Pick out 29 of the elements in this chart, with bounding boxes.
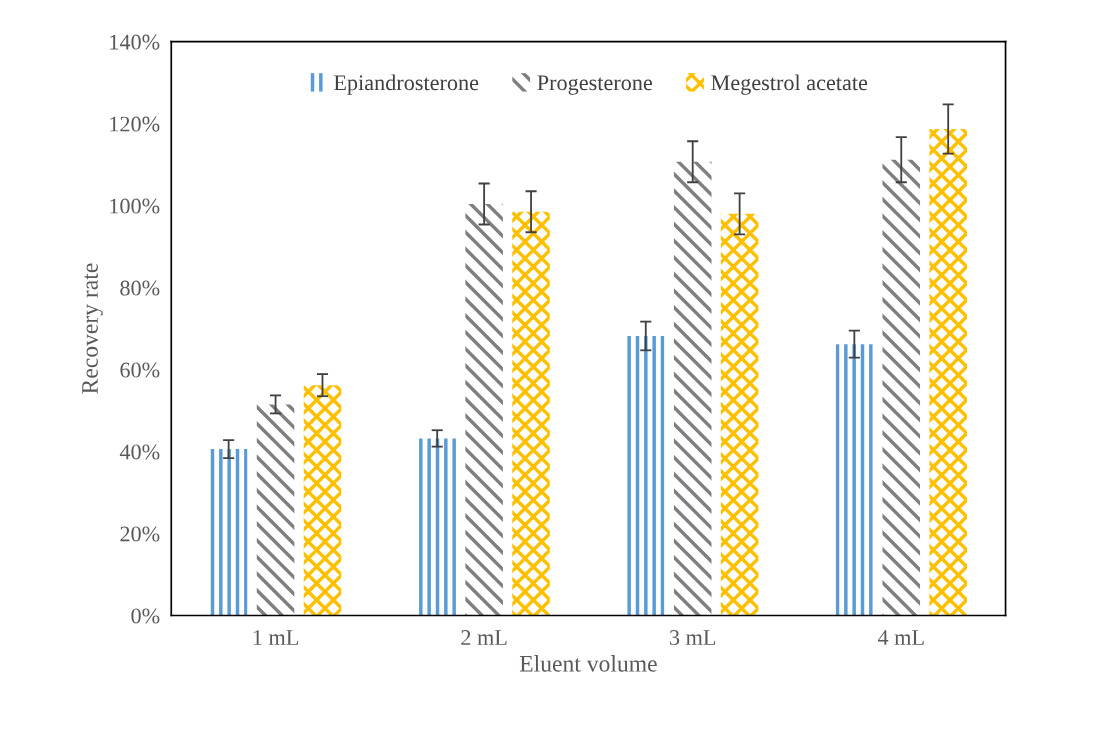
bar [627, 335, 665, 616]
y-tick-label: 100% [110, 198, 160, 214]
legend-label: Megestrol acetate [711, 74, 868, 95]
y-tick-label: 120% [110, 116, 160, 132]
y-tick-label: 80% [120, 280, 160, 296]
y-tick-label: 60% [120, 362, 160, 378]
y-tick-label: 140% [110, 34, 160, 50]
bar [929, 128, 967, 616]
x-tick-label: 3 mL [670, 630, 716, 646]
y-tick-label: 20% [120, 526, 160, 542]
y-tick-label: 0% [131, 608, 160, 624]
bar [418, 438, 456, 616]
bar [512, 211, 550, 616]
x-tick-label: 4 mL [877, 630, 924, 645]
bar [882, 159, 921, 616]
bar [209, 449, 248, 616]
y-tick-label: 40% [119, 444, 160, 460]
bar [673, 161, 712, 616]
legend-label: Epiandrosterone [334, 74, 479, 95]
bar [256, 404, 295, 616]
x-tick-label: 1 mL [253, 630, 298, 645]
bar [465, 203, 503, 616]
bar [720, 213, 759, 616]
y-axis-title: Recovery rate [82, 263, 103, 394]
bar [303, 385, 342, 616]
legend-label: Progesterone [537, 75, 653, 95]
bar [835, 344, 874, 616]
x-tick-label: 2 mL [461, 630, 507, 645]
x-axis-title: Eluent volume [519, 655, 657, 672]
